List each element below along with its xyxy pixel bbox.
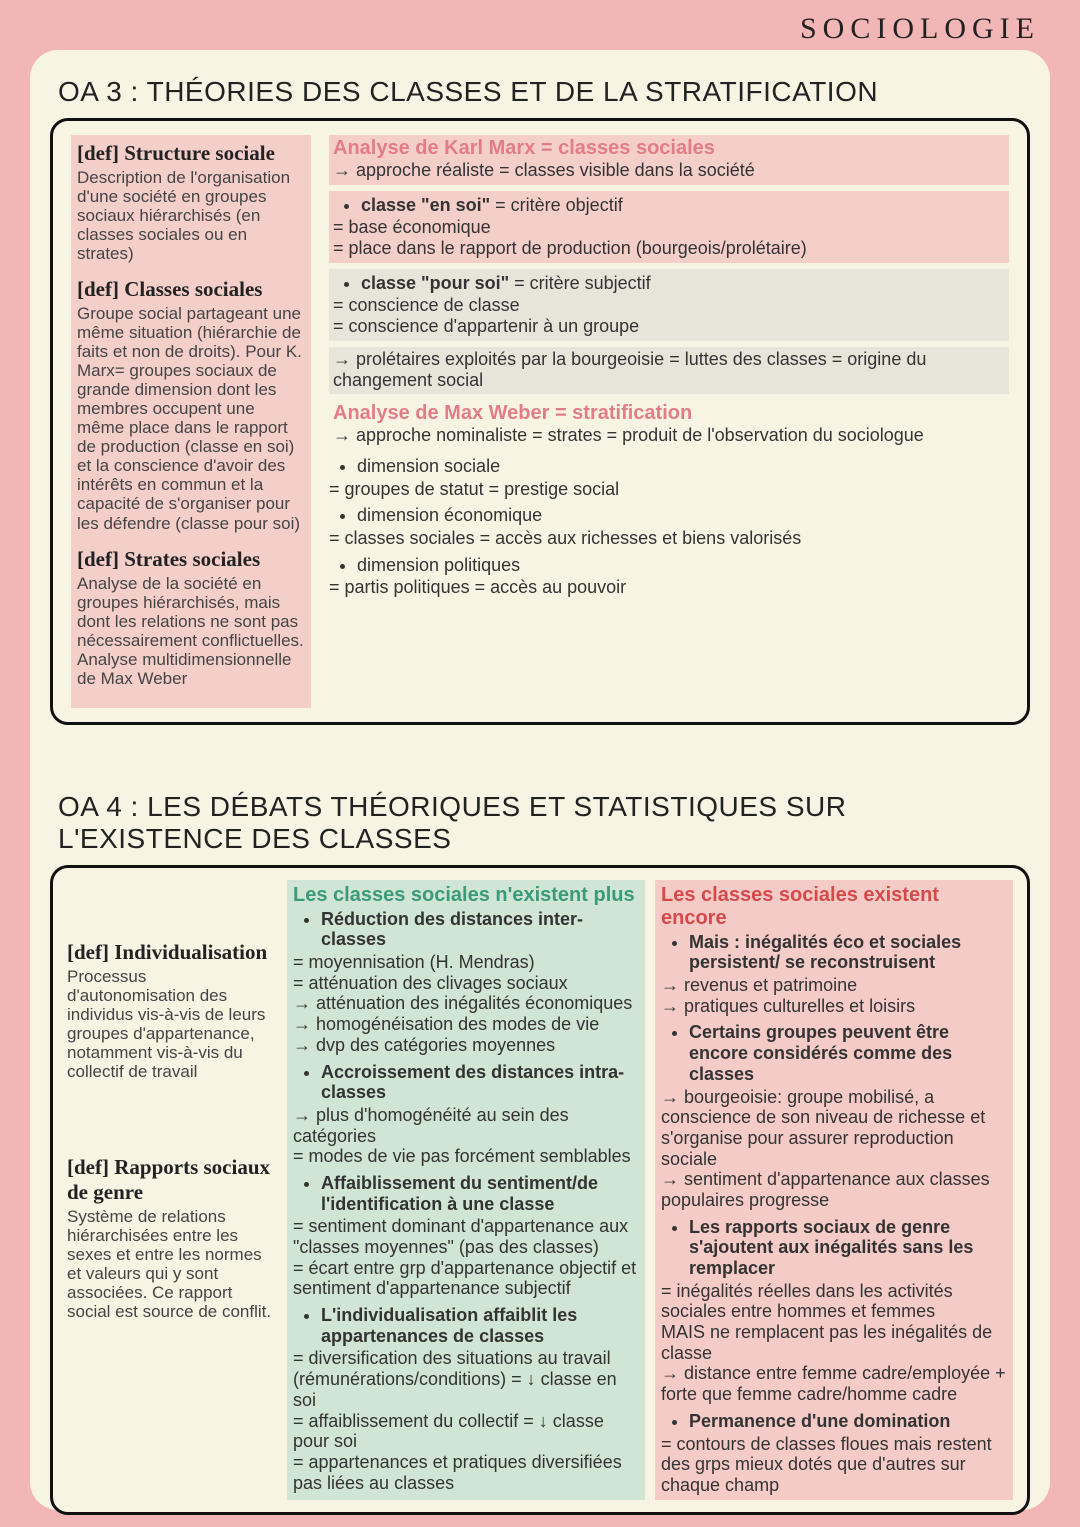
colA-p4-l3: appartenances et pratiques diversifiées … xyxy=(293,1452,639,1493)
marx-b1-l2: base économique xyxy=(333,217,1005,238)
weber-d1: dimension sociale xyxy=(357,456,1009,477)
colA-heading: Les classes sociales n'existent plus xyxy=(293,884,639,907)
colB-p3-l1: inégalités réelles dans les activités so… xyxy=(661,1281,1007,1322)
colB-p3-l3: distance entre femme cadre/employée + fo… xyxy=(661,1363,1007,1404)
def-body: Processus d'autonomisation des individus… xyxy=(67,967,277,1081)
weber-line: approche nominaliste = strates = produit… xyxy=(333,425,1005,446)
weber-d3: dimension politiques xyxy=(357,555,1009,576)
colA-p3-l1: sentiment dominant d'appartenance aux "c… xyxy=(293,1216,639,1257)
colA-p1-l2: atténuation des clivages sociaux xyxy=(293,973,639,994)
weber-d2-eq: classes sociales = accès aux richesses e… xyxy=(329,528,1009,549)
colB-p1-l2: pratiques culturelles et loisirs xyxy=(661,996,1007,1017)
colB-p2-l2: sentiment d'appartenance aux classes pop… xyxy=(661,1169,1007,1210)
def-label: [def] Rapports sociaux de genre xyxy=(67,1155,277,1205)
def-label: [def] Individualisation xyxy=(67,940,277,965)
page-panel: OA 3 : THÉORIES DES CLASSES ET DE LA STR… xyxy=(30,50,1050,1510)
weber-d1-eq: groupes de statut = prestige social xyxy=(329,479,1009,500)
colA-p2-l2: modes de vie pas forcément semblables xyxy=(293,1146,639,1167)
colA-p1-l4: homogénéisation des modes de vie xyxy=(293,1014,639,1035)
def-label: [def] Strates sociales xyxy=(77,547,305,572)
marx-b2-l3: conscience d'appartenir à un groupe xyxy=(333,316,1005,337)
marx-b1: classe "en soi" = critère objectif xyxy=(361,195,1005,216)
oa3-content: Analyse de Karl Marx = classes sociales … xyxy=(329,135,1009,708)
colA-p2-l1: plus d'homogénéité au sein des catégorie… xyxy=(293,1105,639,1146)
def-body: Description de l'organisation d'une soci… xyxy=(77,168,305,263)
oa4-box: [def] Individualisation Processus d'auto… xyxy=(50,865,1030,1515)
marx-b1-l3: place dans le rapport de production (bou… xyxy=(333,238,1005,259)
oa4-col-a: Les classes sociales n'existent plus Réd… xyxy=(287,880,645,1500)
colA-p3: Affaiblissement du sentiment/de l'identi… xyxy=(321,1173,639,1214)
colB-heading: Les classes sociales existent encore xyxy=(661,884,1007,930)
oa4-col-b: Les classes sociales existent encore Mai… xyxy=(655,880,1013,1500)
def-body: Système de relations hiérarchisées entre… xyxy=(67,1207,277,1321)
colA-p1-l1: moyennisation (H. Mendras) xyxy=(293,952,639,973)
colB-p2: Certains groupes peuvent être encore con… xyxy=(689,1022,1007,1084)
colB-p2-l1: bourgeoisie: groupe mobilisé, a conscien… xyxy=(661,1087,1007,1170)
def-label: [def] Structure sociale xyxy=(77,141,305,166)
colB-p4-l1: contours de classes floues mais restent … xyxy=(661,1434,1007,1496)
page-header: SOCIOLOGIE xyxy=(800,12,1040,46)
marx-line: approche réaliste = classes visible dans… xyxy=(333,160,1005,181)
oa3-defs: [def] Structure sociale Description de l… xyxy=(71,135,311,708)
colA-p4-l2: affaiblissement du collectif = ↓ classe … xyxy=(293,1411,639,1452)
marx-concl: prolétaires exploités par la bourgeoisie… xyxy=(333,349,1005,390)
weber-d2: dimension économique xyxy=(357,505,1009,526)
oa3-title: OA 3 : THÉORIES DES CLASSES ET DE LA STR… xyxy=(58,76,1030,108)
def-body: Groupe social partageant une même situat… xyxy=(77,304,305,532)
colA-p4: L'individualisation affaiblit les appart… xyxy=(321,1305,639,1346)
colA-p1-l3: atténuation des inégalités économiques xyxy=(293,993,639,1014)
colB-p4: Permanence d'une domination xyxy=(689,1411,1007,1432)
colA-p2: Accroissement des distances intra-classe… xyxy=(321,1062,639,1103)
marx-b2: classe "pour soi" = critère subjectif xyxy=(361,273,1005,294)
colA-p1: Réduction des distances inter-classes xyxy=(321,909,639,950)
weber-d3-eq: partis politiques = accès au pouvoir xyxy=(329,577,1009,598)
colB-p1: Mais : inégalités éco et sociales persis… xyxy=(689,932,1007,973)
oa3-box: [def] Structure sociale Description de l… xyxy=(50,118,1030,725)
def-label: [def] Classes sociales xyxy=(77,277,305,302)
colB-p3-l2: MAIS ne remplacent pas les inégalités de… xyxy=(661,1322,1007,1363)
colB-p1-l1: revenus et patrimoine xyxy=(661,975,1007,996)
colA-p1-l5: dvp des catégories moyennes xyxy=(293,1035,639,1056)
weber-heading: Analyse de Max Weber = stratification xyxy=(333,402,1005,425)
marx-b2-l2: conscience de classe xyxy=(333,295,1005,316)
oa4-defs: [def] Individualisation Processus d'auto… xyxy=(67,880,277,1500)
oa4-title: OA 4 : LES DÉBATS THÉORIQUES ET STATISTI… xyxy=(58,791,1030,855)
def-body: Analyse de la société en groupes hiérarc… xyxy=(77,574,305,688)
marx-heading: Analyse de Karl Marx = classes sociales xyxy=(333,137,1005,160)
colA-p4-l1: diversification des situations au travai… xyxy=(293,1348,639,1410)
colB-p3: Les rapports sociaux de genre s'ajoutent… xyxy=(689,1217,1007,1279)
colA-p3-l2: écart entre grp d'appartenance objectif … xyxy=(293,1258,639,1299)
